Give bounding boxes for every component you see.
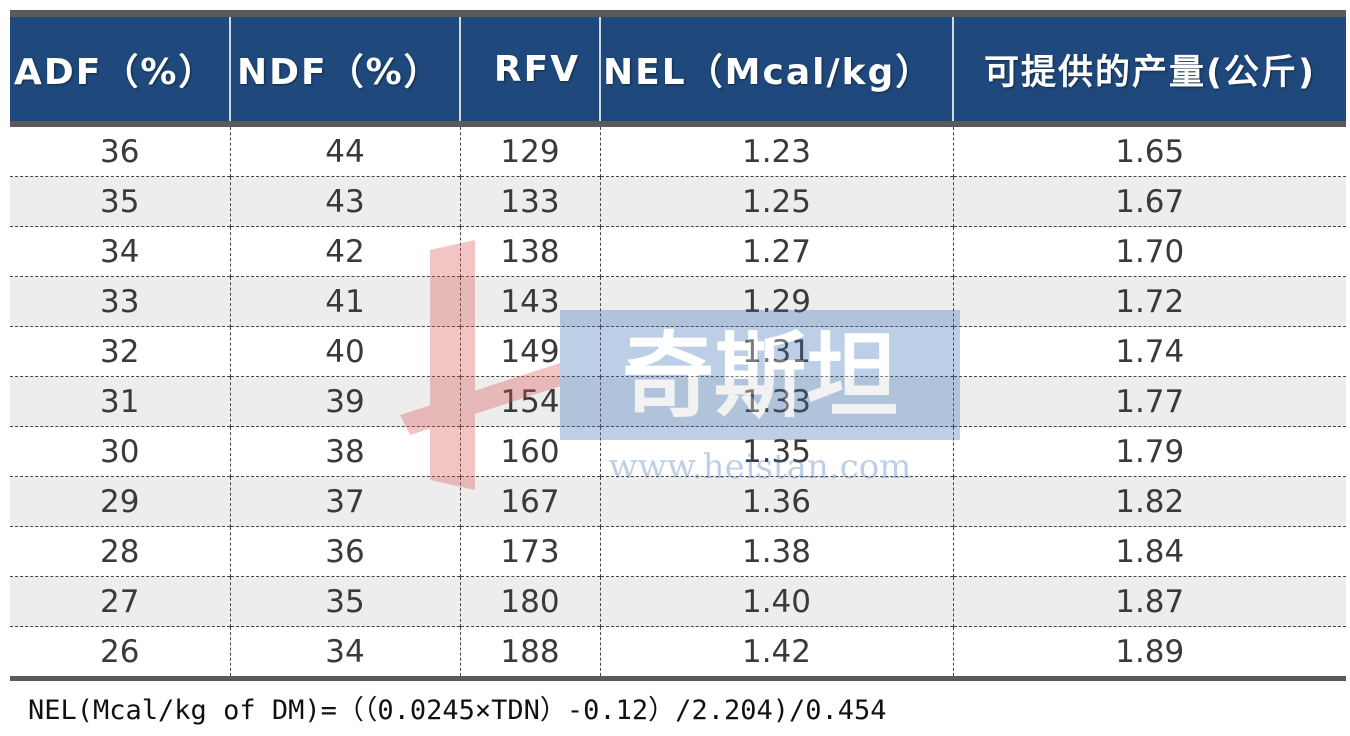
cell-nel: 1.40: [599, 576, 953, 627]
cell-nel: 1.29: [599, 276, 953, 327]
cell-adf: 27: [10, 576, 230, 627]
cell-rfv: 129: [459, 123, 600, 177]
cell-nel: 1.36: [599, 476, 953, 527]
table-row: 35 43 133 1.25 1.67: [10, 176, 1346, 227]
table-row: 34 42 138 1.27 1.70: [10, 226, 1346, 277]
cell-nel: 1.42: [599, 626, 953, 676]
cell-yield: 1.72: [952, 276, 1346, 327]
cell-rfv: 180: [459, 576, 600, 627]
cell-ndf: 38: [229, 426, 460, 477]
cell-rfv: 138: [459, 226, 600, 277]
cell-yield: 1.70: [952, 226, 1346, 277]
nel-formula: NEL(Mcal/kg of DM)=（（0.0245×TDN）-0.12）/2…: [28, 695, 887, 726]
cell-nel: 1.31: [599, 326, 953, 377]
cell-adf: 34: [10, 226, 230, 277]
header-yield: 可提供的产量(公斤): [952, 17, 1346, 127]
cell-yield: 1.74: [952, 326, 1346, 377]
header-adf: ADF（%）: [10, 17, 230, 127]
cell-nel: 1.27: [599, 226, 953, 277]
header-rfv: RFV: [459, 17, 600, 127]
cell-adf: 31: [10, 376, 230, 427]
data-table-container: ADF（%） NDF（%） RFV NEL（Mcal/kg） 可提供的产量(公斤…: [10, 10, 1346, 681]
cell-ndf: 44: [229, 123, 460, 177]
cell-nel: 1.23: [599, 123, 953, 177]
cell-yield: 1.79: [952, 426, 1346, 477]
data-table: ADF（%） NDF（%） RFV NEL（Mcal/kg） 可提供的产量(公斤…: [10, 17, 1346, 676]
cell-adf: 35: [10, 176, 230, 227]
cell-nel: 1.25: [599, 176, 953, 227]
table-row: 36 44 129 1.23 1.65: [10, 123, 1346, 177]
cell-ndf: 42: [229, 226, 460, 277]
cell-rfv: 143: [459, 276, 600, 327]
cell-adf: 26: [10, 626, 230, 676]
table-body: 36 44 129 1.23 1.65 35 43 133 1.25 1.67 34 42 138 1.2…: [10, 123, 1346, 676]
table-row: 28 36 173 1.38 1.84: [10, 526, 1346, 577]
cell-rfv: 154: [459, 376, 600, 427]
cell-yield: 1.65: [952, 123, 1346, 177]
cell-ndf: 34: [229, 626, 460, 676]
cell-ndf: 39: [229, 376, 460, 427]
cell-ndf: 35: [229, 576, 460, 627]
cell-rfv: 149: [459, 326, 600, 377]
table-row: 26 34 188 1.42 1.89: [10, 626, 1346, 676]
table-row: 29 37 167 1.36 1.82: [10, 476, 1346, 527]
cell-rfv: 160: [459, 426, 600, 477]
table-row: 30 38 160 1.35 1.79: [10, 426, 1346, 477]
cell-yield: 1.77: [952, 376, 1346, 427]
cell-yield: 1.89: [952, 626, 1346, 676]
cell-yield: 1.84: [952, 526, 1346, 577]
table-header: ADF（%） NDF（%） RFV NEL（Mcal/kg） 可提供的产量(公斤…: [10, 17, 1346, 127]
cell-yield: 1.87: [952, 576, 1346, 627]
header-nel: NEL（Mcal/kg）: [599, 17, 953, 127]
cell-yield: 1.82: [952, 476, 1346, 527]
cell-adf: 32: [10, 326, 230, 377]
cell-ndf: 40: [229, 326, 460, 377]
cell-rfv: 133: [459, 176, 600, 227]
header-row: ADF（%） NDF（%） RFV NEL（Mcal/kg） 可提供的产量(公斤…: [10, 17, 1346, 127]
cell-rfv: 173: [459, 526, 600, 577]
header-ndf: NDF（%）: [229, 17, 460, 127]
cell-rfv: 167: [459, 476, 600, 527]
cell-adf: 33: [10, 276, 230, 327]
table-row: 33 41 143 1.29 1.72: [10, 276, 1346, 327]
cell-nel: 1.35: [599, 426, 953, 477]
cell-ndf: 43: [229, 176, 460, 227]
cell-adf: 30: [10, 426, 230, 477]
cell-yield: 1.67: [952, 176, 1346, 227]
table-row: 32 40 149 1.31 1.74: [10, 326, 1346, 377]
cell-ndf: 37: [229, 476, 460, 527]
cell-nel: 1.38: [599, 526, 953, 577]
table-row: 31 39 154 1.33 1.77: [10, 376, 1346, 427]
cell-rfv: 188: [459, 626, 600, 676]
cell-adf: 36: [10, 123, 230, 177]
cell-adf: 29: [10, 476, 230, 527]
table-row: 27 35 180 1.40 1.87: [10, 576, 1346, 627]
cell-ndf: 41: [229, 276, 460, 327]
cell-nel: 1.33: [599, 376, 953, 427]
cell-ndf: 36: [229, 526, 460, 577]
cell-adf: 28: [10, 526, 230, 577]
